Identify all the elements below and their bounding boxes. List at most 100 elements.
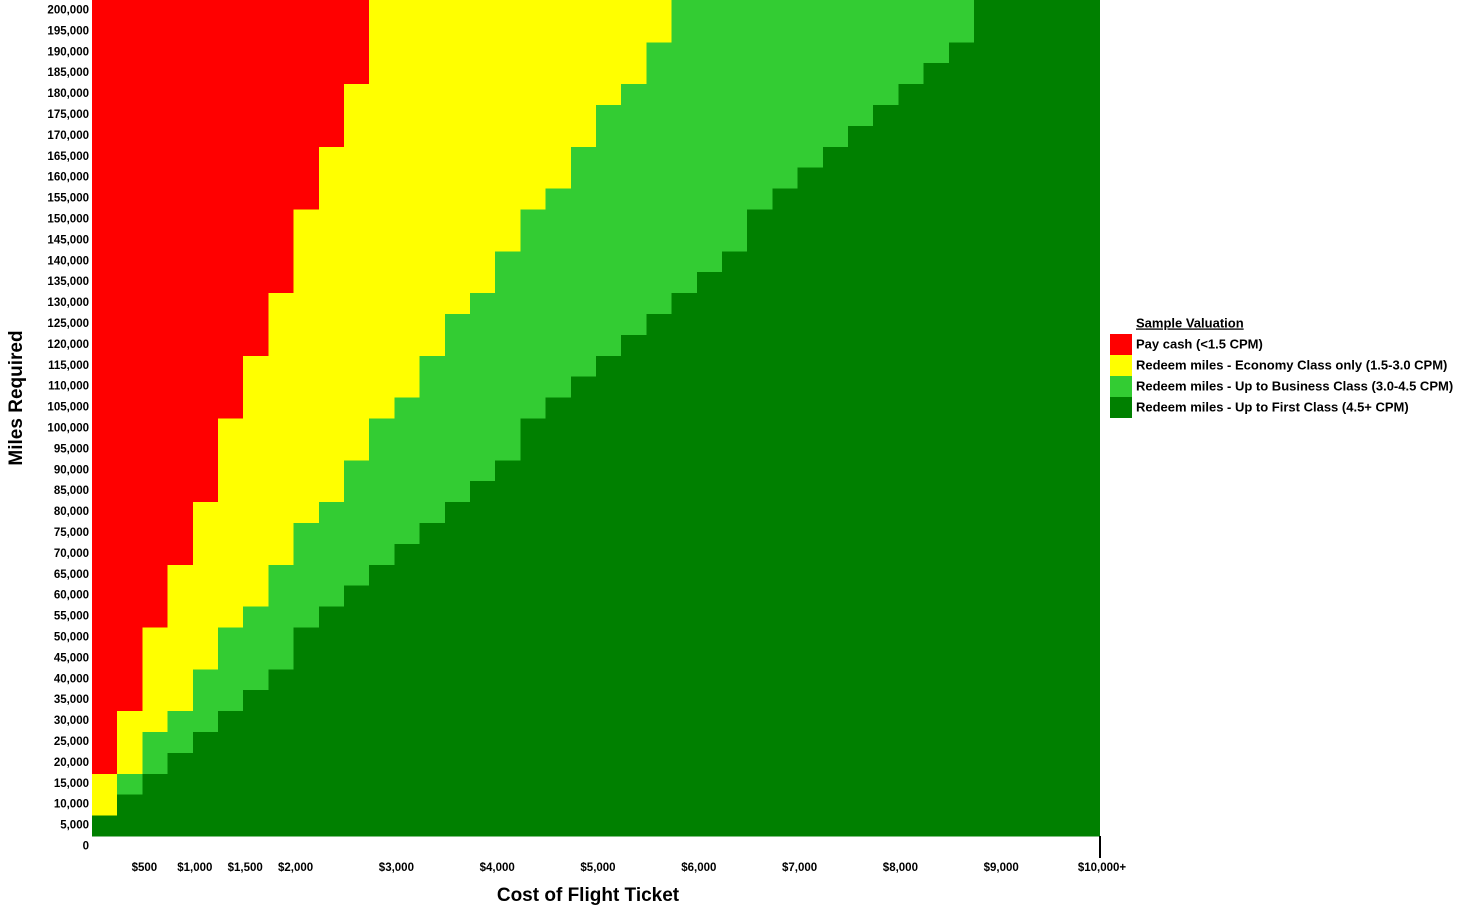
legend-swatch	[1110, 397, 1132, 418]
bar-segment	[92, 752, 118, 774]
bar-segment	[394, 397, 546, 419]
bar-segment	[419, 522, 1101, 544]
y-tick-label: 130,000	[47, 297, 89, 309]
y-tick-label: 15,000	[54, 778, 89, 790]
y-tick-label: 80,000	[54, 506, 89, 518]
bar-segment	[848, 125, 1100, 147]
bar-segment	[218, 627, 294, 649]
bar-segment	[268, 668, 1100, 691]
bar-segment	[570, 376, 1100, 398]
bar-segment	[167, 710, 218, 732]
bar-segment	[117, 752, 143, 774]
bar-segment	[268, 334, 445, 356]
bar-segment	[192, 522, 294, 544]
y-tick-label: 175,000	[47, 109, 89, 121]
bar-segment	[318, 606, 1100, 628]
bar-segment	[671, 20, 974, 43]
bar-segment	[92, 564, 168, 586]
bar-segment	[92, 334, 269, 356]
bar-segment	[318, 188, 546, 210]
bar-segment	[369, 62, 647, 85]
bar-segment	[293, 229, 521, 252]
y-tick-label: 155,000	[47, 193, 89, 205]
y-tick-label: 50,000	[54, 631, 89, 643]
bar-segment	[92, 313, 269, 335]
y-tick-label: 190,000	[47, 46, 89, 58]
bar-segment	[293, 250, 496, 273]
bar-segment	[142, 668, 193, 691]
bar-segment	[520, 209, 748, 231]
bar-segment	[545, 397, 1100, 419]
bar-segment	[142, 731, 193, 753]
y-tick-label: 5,000	[60, 820, 89, 832]
bar-segment	[419, 355, 596, 377]
legend-label: Redeem miles - Up to First Class (4.5+ C…	[1136, 399, 1409, 414]
y-tick-label: 55,000	[54, 611, 89, 623]
bar-segment	[873, 104, 1100, 126]
y-tick-label: 110,000	[48, 381, 89, 393]
legend-swatch	[1110, 334, 1132, 355]
bar-segment	[142, 689, 193, 712]
y-tick-label: 65,000	[54, 569, 89, 581]
bar-segment	[142, 627, 218, 649]
y-tick-label: 120,000	[47, 339, 89, 351]
bar-segment	[92, 0, 370, 22]
bar-segment	[192, 501, 319, 523]
bar-segment	[117, 731, 143, 753]
bar-segment	[646, 41, 949, 64]
bar-segment	[92, 209, 294, 231]
bar-segment	[218, 459, 344, 482]
bar-segment	[646, 313, 1100, 335]
bar-segment	[722, 250, 1100, 273]
bar-segment	[898, 83, 1100, 105]
y-tick-label: 10,000	[54, 799, 89, 811]
y-tick-label: 35,000	[54, 694, 89, 706]
y-tick-label: 30,000	[54, 715, 89, 727]
bar-segment	[419, 376, 571, 398]
bar-segment	[268, 292, 470, 314]
bar-segment	[470, 480, 1100, 503]
bar-segment	[92, 188, 319, 210]
bar-segment	[293, 647, 1101, 670]
bar-segment	[92, 355, 244, 377]
bar-segment	[243, 606, 319, 628]
bar-segment	[92, 418, 218, 440]
y-tick-label: 165,000	[47, 151, 89, 163]
bar-segment	[293, 627, 1101, 649]
bar-segment	[596, 355, 1100, 377]
bar-segment	[268, 313, 445, 335]
bar-segment	[822, 146, 1100, 168]
bar-segment	[243, 397, 395, 419]
y-tick-label: 145,000	[47, 234, 89, 246]
bar-segment	[369, 0, 672, 22]
bar-segment	[218, 418, 370, 440]
bar-segment	[117, 773, 143, 795]
bar-segment	[167, 564, 269, 586]
bar-segment	[344, 480, 470, 503]
bar-segment	[596, 104, 874, 126]
bar-segment	[974, 0, 1100, 22]
bar-segment	[92, 606, 168, 628]
y-tick-label: 95,000	[54, 443, 89, 455]
bar-segment	[671, 292, 1100, 314]
bar-segment	[92, 627, 143, 649]
bar-segment	[268, 564, 370, 586]
y-tick-label: 40,000	[54, 673, 89, 685]
x-tick-label: $500	[132, 862, 158, 874]
bar-segment	[92, 125, 344, 147]
bar-segment	[394, 543, 1100, 565]
y-axis-title: Miles Required	[6, 330, 27, 465]
y-tick-label: 115,000	[48, 360, 89, 372]
y-tick-label: 90,000	[54, 464, 89, 476]
bar-segment	[545, 188, 773, 210]
legend-label: Pay cash (<1.5 CPM)	[1136, 336, 1263, 351]
y-tick-label: 100,000	[47, 422, 89, 434]
bar-segment	[167, 585, 269, 607]
bar-segment	[243, 689, 1100, 712]
bar-segment	[92, 376, 244, 398]
bar-segment	[92, 773, 118, 795]
bar-segment	[318, 167, 571, 189]
bar-segment	[621, 334, 1100, 356]
x-tick-label: $8,000	[883, 862, 918, 874]
